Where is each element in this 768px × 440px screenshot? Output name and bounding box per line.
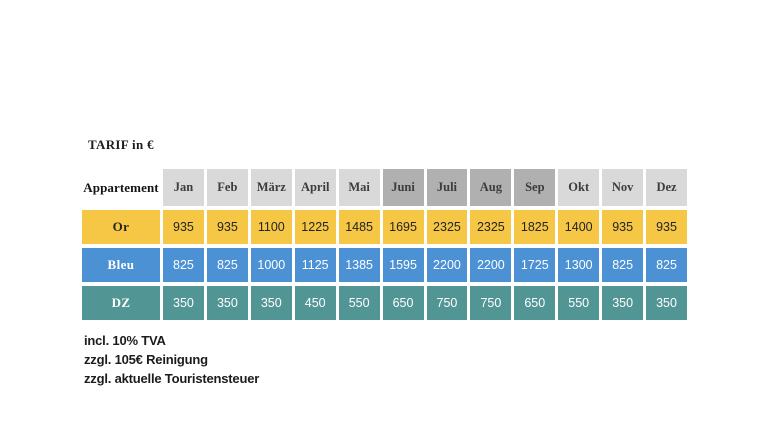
price-cell-dz-m-rz: 350	[250, 286, 292, 320]
month-header-sep: Sep	[514, 169, 556, 206]
price-cell-dz-jan: 350	[163, 286, 204, 320]
month-header-april: April	[294, 169, 336, 206]
month-header-m-rz: März	[250, 169, 292, 206]
price-cell-dz-okt: 550	[558, 286, 600, 320]
price-cell-dz-juli: 750	[426, 286, 468, 320]
footnote-tourist-tax: zzgl. aktuelle Touristensteuer	[84, 371, 260, 386]
price-cell-bleu-dez: 825	[646, 248, 687, 282]
price-cell-dz-feb: 350	[206, 286, 248, 320]
month-header-aug: Aug	[470, 169, 512, 206]
price-cell-bleu-april: 1125	[294, 248, 336, 282]
price-cell-or-okt: 1400	[558, 210, 600, 244]
month-header-jan: Jan	[163, 169, 204, 206]
price-cell-or-dez: 935	[646, 210, 687, 244]
price-cell-bleu-aug: 2200	[470, 248, 512, 282]
price-cell-or-juli: 2325	[426, 210, 468, 244]
price-cell-bleu-nov: 825	[602, 248, 644, 282]
month-header-juli: Juli	[426, 169, 468, 206]
price-cell-bleu-mai: 1385	[338, 248, 380, 282]
price-cell-dz-sep: 650	[514, 286, 556, 320]
price-cell-bleu-sep: 1725	[514, 248, 556, 282]
footnotes: incl. 10% TVA zzgl. 105€ Reinigung zzgl.…	[84, 331, 259, 388]
price-cell-dz-aug: 750	[470, 286, 512, 320]
month-header-okt: Okt	[558, 169, 600, 206]
price-cell-dz-nov: 350	[602, 286, 644, 320]
tariff-table: Appartement Jan Feb März April Mai Juni Juli Aug…	[82, 169, 687, 320]
price-cell-dz-mai: 550	[338, 286, 380, 320]
price-cell-or-m-rz: 1100	[250, 210, 292, 244]
price-cell-or-aug: 2325	[470, 210, 512, 244]
month-header-feb: Feb	[206, 169, 248, 206]
month-header-juni: Juni	[382, 169, 424, 206]
price-cell-or-sep: 1825	[514, 210, 556, 244]
price-cell-or-jan: 935	[163, 210, 204, 244]
price-cell-or-juni: 1695	[382, 210, 424, 244]
row-label-dz: DZ	[82, 286, 160, 320]
price-cell-or-mai: 1485	[338, 210, 380, 244]
month-header-mai: Mai	[338, 169, 380, 206]
footnote-tva: incl. 10% TVA	[84, 333, 166, 348]
price-cell-or-april: 1225	[294, 210, 336, 244]
month-header-nov: Nov	[602, 169, 644, 206]
price-cell-bleu-okt: 1300	[558, 248, 600, 282]
price-cell-or-nov: 935	[602, 210, 644, 244]
price-cell-bleu-juni: 1595	[382, 248, 424, 282]
price-cell-bleu-juli: 2200	[426, 248, 468, 282]
price-cell-bleu-m-rz: 1000	[250, 248, 292, 282]
price-cell-dz-april: 450	[294, 286, 336, 320]
page-title: TARIF in €	[88, 137, 154, 152]
price-cell-bleu-feb: 825	[206, 248, 248, 282]
month-header-dez: Dez	[646, 169, 687, 206]
footnote-cleaning: zzgl. 105€ Reinigung	[84, 352, 208, 367]
price-cell-bleu-jan: 825	[163, 248, 204, 282]
row-label-or: Or	[82, 210, 160, 244]
corner-header-appartement: Appartement	[82, 169, 160, 206]
row-label-bleu: Bleu	[82, 248, 160, 282]
price-cell-or-feb: 935	[206, 210, 248, 244]
price-cell-dz-dez: 350	[646, 286, 687, 320]
price-cell-dz-juni: 650	[382, 286, 424, 320]
